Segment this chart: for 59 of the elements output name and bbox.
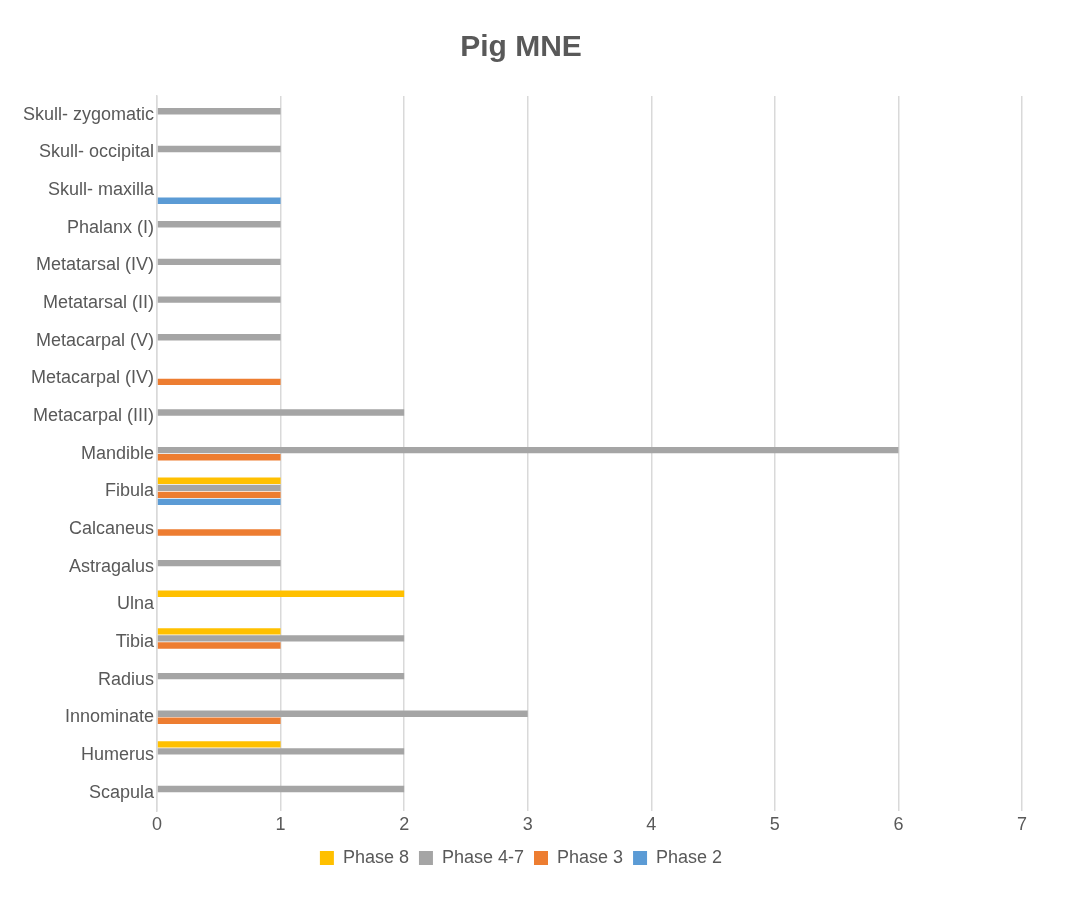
x-tick-label: 5	[769, 814, 780, 835]
y-tick-label: Fibula	[105, 480, 156, 501]
bar	[157, 454, 281, 461]
y-tick-label: Skull- maxilla	[48, 179, 156, 200]
chart-title: Pig MNE	[460, 29, 582, 63]
bar	[157, 477, 281, 484]
y-tick-label: Metatarsal (IV)	[36, 254, 155, 275]
x-tick-label: 7	[1016, 814, 1028, 835]
x-tick-label: 6	[893, 814, 904, 835]
y-tick-label: Metacarpal (IV)	[30, 367, 155, 388]
bar	[157, 334, 281, 341]
bar	[157, 221, 281, 228]
bar	[157, 590, 405, 597]
bar	[157, 710, 528, 717]
y-tick-label: Metatarsal (II)	[43, 292, 155, 313]
bar	[157, 145, 281, 153]
bar	[157, 748, 405, 755]
y-tick-label: Radius	[98, 668, 155, 689]
legend-label: Phase 3	[557, 846, 624, 867]
x-tick-label: 4	[646, 814, 657, 835]
bar	[157, 409, 405, 416]
x-tick-label: 0	[152, 814, 163, 835]
bar	[157, 529, 281, 536]
bar	[157, 785, 405, 793]
y-tick-label: Mandible	[80, 442, 155, 463]
bar	[157, 296, 281, 303]
bar	[157, 672, 405, 680]
y-tick-label: Calcaneus	[68, 517, 155, 538]
legend-label: Phase 8	[342, 846, 409, 867]
bar	[157, 108, 281, 115]
y-tick-label: Metacarpal (III)	[32, 405, 155, 426]
bar	[157, 197, 281, 204]
bar	[157, 628, 281, 635]
bar	[157, 717, 281, 724]
bar	[157, 378, 281, 386]
legend-label: Phase 2	[656, 846, 723, 867]
x-tick-label: 3	[522, 814, 533, 835]
bar	[157, 635, 405, 642]
bar	[157, 642, 281, 649]
y-tick-label: Astragalus	[68, 555, 155, 576]
bar	[157, 491, 281, 499]
y-tick-label: Tibia	[115, 630, 156, 651]
bar	[157, 258, 281, 266]
y-tick-label: Phalanx (I)	[66, 216, 155, 237]
y-tick-label: Humerus	[81, 743, 155, 764]
legend-label: Phase 4-7	[441, 846, 525, 867]
bar	[157, 498, 281, 506]
x-tick-label: 2	[399, 814, 410, 835]
y-tick-label: Skull- zygomatic	[22, 103, 155, 124]
y-tick-label: Skull- occipital	[38, 141, 155, 162]
x-tick-label: 1	[275, 814, 286, 835]
y-tick-label: Metacarpal (V)	[35, 329, 155, 350]
bar	[157, 741, 281, 748]
bar	[157, 559, 281, 567]
bar	[157, 446, 899, 454]
y-tick-label: Innominate	[64, 706, 155, 727]
bar	[157, 484, 281, 491]
y-tick-label: Ulna	[117, 593, 156, 614]
y-tick-label: Scapula	[88, 781, 156, 802]
